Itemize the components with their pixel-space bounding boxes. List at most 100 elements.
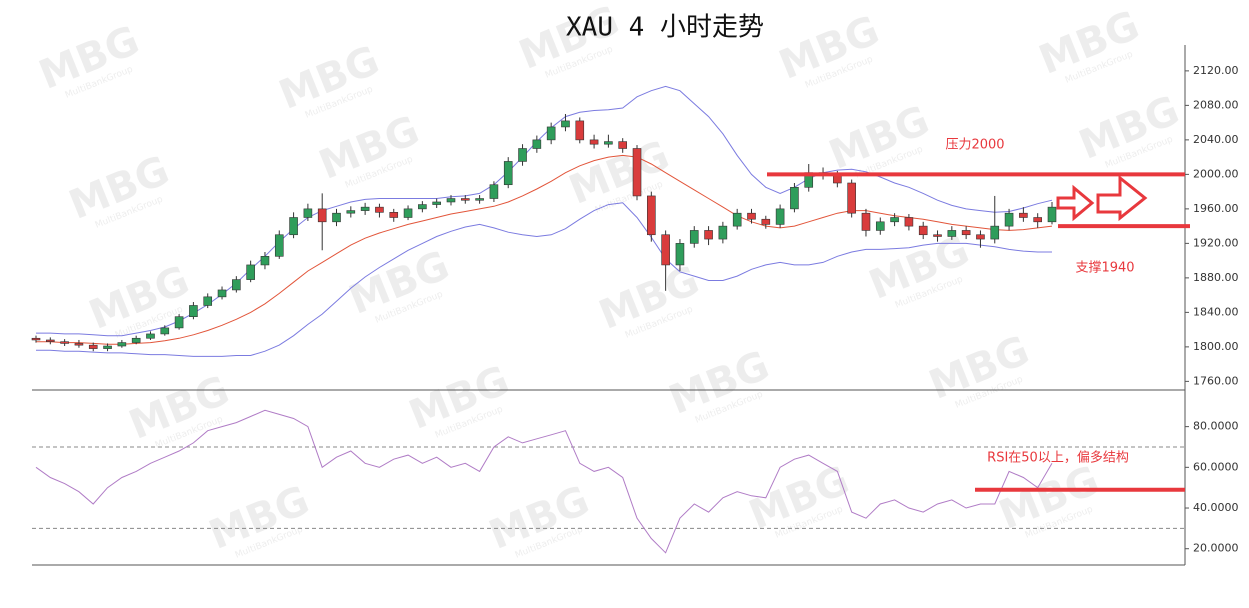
candle-body bbox=[747, 212, 756, 220]
candle-body bbox=[117, 342, 127, 347]
candle-body bbox=[847, 182, 856, 214]
band-line bbox=[36, 202, 1052, 357]
arrow bbox=[1096, 174, 1148, 222]
candle-body bbox=[60, 341, 69, 344]
candle-body bbox=[933, 234, 942, 237]
candle-body bbox=[775, 208, 785, 225]
candle-body bbox=[332, 212, 341, 223]
candle-body bbox=[718, 225, 728, 240]
chart-title: XAU 4 小时走势 bbox=[566, 13, 764, 43]
candle-body bbox=[360, 206, 370, 211]
candle-body bbox=[1033, 217, 1042, 223]
y-tick-label: 2000.00 bbox=[1193, 167, 1239, 180]
y-tick-label: 60.0000 bbox=[1193, 460, 1239, 473]
candle-body bbox=[389, 212, 399, 218]
y-tick-label: 1800.00 bbox=[1193, 340, 1239, 353]
y-tick-label: 1960.00 bbox=[1193, 202, 1239, 215]
candle-body bbox=[518, 148, 527, 162]
candle-body bbox=[589, 139, 599, 145]
candle-body bbox=[947, 230, 957, 237]
candle-body bbox=[203, 296, 213, 306]
arrow bbox=[1056, 184, 1095, 222]
candle-body bbox=[346, 210, 356, 214]
plot: 1760.00 1800.00 1840.00 1880.00 1920.00 1960.… bbox=[31, 64, 1239, 555]
candle-body bbox=[74, 343, 84, 346]
candle-body bbox=[790, 187, 799, 210]
candle-body bbox=[418, 204, 427, 210]
candle-body bbox=[732, 212, 742, 227]
candle-body bbox=[146, 333, 155, 339]
candle-body bbox=[375, 206, 384, 213]
candle-body bbox=[174, 316, 184, 329]
y-tick-label: 40.0000 bbox=[1193, 501, 1239, 514]
candle-body bbox=[918, 225, 928, 236]
candle-body bbox=[618, 141, 628, 149]
candle-body bbox=[561, 120, 570, 128]
candle-body bbox=[88, 344, 98, 349]
candle-body bbox=[1047, 206, 1057, 223]
candle-body bbox=[604, 141, 613, 145]
candle-body bbox=[503, 161, 513, 186]
y-tick-label: 2040.00 bbox=[1193, 133, 1239, 146]
y-tick-label: 1840.00 bbox=[1193, 305, 1239, 318]
candle-body bbox=[761, 218, 771, 225]
candle-body bbox=[403, 208, 413, 218]
candle-body bbox=[990, 225, 1000, 240]
y-tick-label: 1760.00 bbox=[1193, 374, 1239, 387]
y-tick-label: 80.0000 bbox=[1193, 420, 1239, 433]
candle-body bbox=[575, 120, 585, 141]
candle-body bbox=[217, 289, 227, 298]
candle-body bbox=[647, 195, 656, 236]
candle-body bbox=[976, 234, 985, 240]
candle-body bbox=[46, 339, 55, 343]
candle-body bbox=[475, 198, 484, 201]
annotation-text: 支撑1940 bbox=[1075, 261, 1134, 276]
candle-body bbox=[904, 217, 914, 227]
candle-body bbox=[260, 256, 270, 266]
candle-body bbox=[489, 184, 499, 199]
candle-body bbox=[31, 337, 41, 341]
y-tick-label: 1920.00 bbox=[1193, 236, 1239, 249]
candle-body bbox=[961, 230, 971, 236]
annotation-text: RSI在50以上，偏多结构 bbox=[987, 450, 1129, 466]
y-tick-label: 1880.00 bbox=[1193, 271, 1239, 284]
candle-body bbox=[103, 345, 112, 349]
y-tick-label: 2080.00 bbox=[1193, 98, 1239, 111]
candle-body bbox=[131, 337, 141, 343]
candle-body bbox=[1019, 212, 1028, 218]
candle-body bbox=[689, 230, 699, 244]
candle-body bbox=[661, 234, 670, 266]
y-tick-label: 2120.00 bbox=[1193, 64, 1239, 77]
candle-body bbox=[875, 221, 885, 231]
candle-body bbox=[232, 279, 241, 291]
candle-body bbox=[246, 264, 255, 280]
candle-body bbox=[460, 198, 470, 201]
candle-body bbox=[861, 212, 871, 231]
candle-body bbox=[532, 139, 542, 149]
candle-body bbox=[546, 126, 556, 141]
candle-body bbox=[632, 148, 642, 197]
candle-body bbox=[675, 243, 685, 266]
candle-body bbox=[446, 198, 456, 203]
candle-body bbox=[160, 327, 170, 335]
candle-body bbox=[1004, 212, 1014, 227]
